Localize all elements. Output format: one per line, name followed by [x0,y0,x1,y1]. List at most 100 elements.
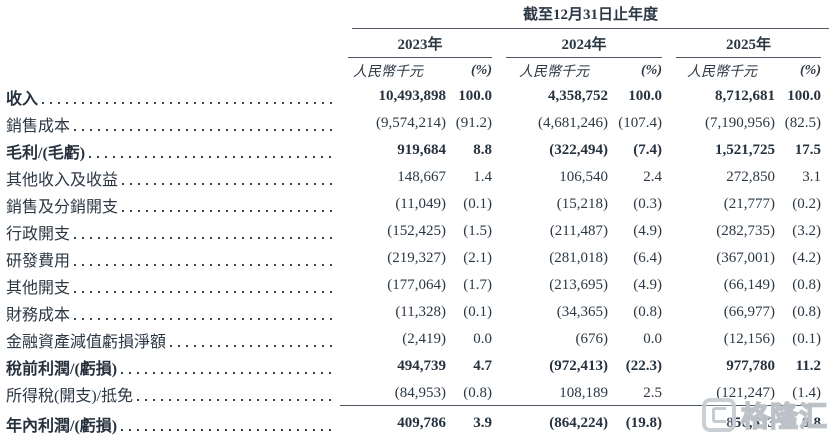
row-label: 毛利/(毛虧) [6,144,86,162]
percent-cell-2025: 3.1 [802,169,821,185]
year-group-2023: 2023年 [340,29,492,58]
value-group-2023: (219,327) (2.1) [340,250,492,267]
amount-cell-2023: 494,739 [397,358,446,374]
currency-unit-label: 人民幣千元 [687,64,757,80]
value-group-2023: 10,493,898 100.0 [340,88,493,105]
row-label-cell: 銷售及分銷開支 [0,193,340,217]
row-label-cell: 年內利潤/(虧損) [0,412,340,436]
value-group-2025: (7,190,956) (82.5) [662,115,831,132]
period-title: 截至12月31日止年度 [352,3,829,29]
year-group-2024: 2024年 [492,29,662,58]
percent-cell-2023: 8.8 [473,142,492,158]
percent-cell-2024: 2.5 [608,385,662,406]
table-header-years: 2023年 2024年 2025年 [0,29,831,58]
value-group-2025: 856,533 9.8 [662,410,831,437]
amount-cell-2023: 148,667 [397,169,446,185]
amount-cell-2025: 856,533 [662,410,775,437]
currency-unit-label: 人民幣千元 [353,64,423,80]
table-row: 其他開支 (177,064) (1.7) (213,695) (4.9) (66… [0,272,831,299]
value-group-2025: (21,777) (0.2) [662,196,831,213]
percent-cell-2024: (6.4) [633,250,662,266]
value-group-2025: 272,850 3.1 [662,169,831,186]
dot-leader [137,398,334,401]
row-label-cell: 所得稅(開支)/抵免 [0,382,340,406]
percent-cell-2023: (0.1) [463,196,492,212]
value-group-2024: (213,695) (4.9) [492,277,662,294]
row-label-cell: 研發費用 [0,247,340,271]
value-group-2023: 148,667 1.4 [340,169,492,186]
amount-cell-2024: 108,189 [492,385,608,406]
value-group-2024: 108,189 2.5 [492,385,662,406]
value-group-2024: 4,358,752 100.0 [492,88,662,105]
row-label-cell: 金融資產減值虧損淨額 [0,328,340,352]
value-group-2025: (367,001) (4.2) [662,250,831,267]
value-group-2025: (282,735) (3.2) [662,223,831,240]
table-row: 稅前利潤/(虧損) 494,739 4.7 (972,413) (22.3) 9… [0,353,831,380]
table-header-period: 截至12月31日止年度 [0,0,831,29]
row-label: 所得稅(開支)/抵免 [6,387,134,405]
percent-cell-2023: (1.7) [463,277,492,293]
value-group-2023: (2,419) 0.0 [340,331,492,348]
table-row: 毛利/(毛虧) 919,684 8.8 (322,494) (7.4) 1,52… [0,137,831,164]
header-spacer [0,29,340,58]
value-group-2024: 106,540 2.4 [492,169,662,186]
value-group-2025: (121,247) (1.4) [662,385,831,406]
value-group-2023: 409,786 3.9 [340,410,492,437]
percent-cell-2025: 100.0 [787,88,821,104]
percent-cell-2025: (0.8) [792,277,821,293]
amount-cell-2024: (972,413) [549,358,608,374]
table-row: 財務成本 (11,328) (0.1) (34,365) (0.8) (66,9… [0,299,831,326]
row-label-cell: 稅前利潤/(虧損) [0,355,340,379]
value-group-2024: (34,365) (0.8) [492,304,662,321]
row-label: 金融資產減值虧損淨額 [6,333,167,351]
year-label: 2025年 [676,33,821,58]
table-body: 收入 10,493,898 100.0 4,358,752 100.0 8,71… [0,83,831,437]
table-row: 行政開支 (152,425) (1.5) (211,487) (4.9) (28… [0,218,831,245]
amount-cell-2024: (322,494) [549,142,608,158]
amount-cell-2025: 1,521,725 [715,142,775,158]
amount-cell-2025: (282,735) [716,223,775,239]
year-group-2025: 2025年 [662,29,831,58]
percent-cell-2024: (0.8) [633,304,662,320]
value-group-2024: (972,413) (22.3) [492,358,662,375]
dot-leader [74,290,334,293]
row-label-cell: 收入 [0,85,340,109]
row-label-cell: 財務成本 [0,301,340,325]
amount-cell-2024: (281,018) [549,250,608,266]
amount-cell-2023: 409,786 [340,410,446,437]
value-group-2023: (84,953) (0.8) [340,385,492,406]
value-group-2023: (11,049) (0.1) [340,196,492,213]
dot-leader [74,317,334,320]
amount-cell-2025: 8,712,681 [715,88,775,104]
percent-cell-2025: 17.5 [794,142,821,158]
percent-cell-2024: 0.0 [643,331,662,347]
value-group-2023: 919,684 8.8 [340,142,492,159]
value-group-2025: (66,149) (0.8) [662,277,831,294]
table-row: 研發費用 (219,327) (2.1) (281,018) (6.4) (36… [0,245,831,272]
percent-unit-label: (%) [641,62,662,78]
percent-cell-2024: 2.4 [643,169,662,185]
percent-unit-label: (%) [471,62,492,78]
row-label: 其他收入及收益 [6,171,119,189]
amount-cell-2024: (864,224) [492,410,608,437]
dot-leader [42,101,334,104]
amount-cell-2023: (11,049) [395,196,446,212]
percent-cell-2023: 0.0 [473,331,492,347]
table-row: 銷售成本 (9,574,214) (91.2) (4,681,246) (107… [0,110,831,137]
row-label-cell: 其他開支 [0,274,340,298]
amount-cell-2024: (213,695) [549,277,608,293]
amount-cell-2024: (676) [575,331,609,347]
dot-leader [121,371,334,374]
amount-cell-2023: (177,064) [387,277,446,293]
row-label: 收入 [6,90,39,108]
table-row: 其他收入及收益 148,667 1.4 106,540 2.4 272,850 … [0,164,831,191]
percent-cell-2024: (4.9) [633,223,662,239]
value-group-2024: (15,218) (0.3) [492,196,662,213]
percent-cell-2025: (0.2) [792,196,821,212]
percent-cell-2023: 100.0 [458,88,492,104]
row-label-cell: 毛利/(毛虧) [0,139,340,163]
value-group-2025: (12,156) (0.1) [662,331,831,348]
percent-cell-2025: (3.2) [792,223,821,239]
amount-cell-2024: (4,681,246) [538,115,608,131]
amount-cell-2025: (121,247) [662,385,775,406]
